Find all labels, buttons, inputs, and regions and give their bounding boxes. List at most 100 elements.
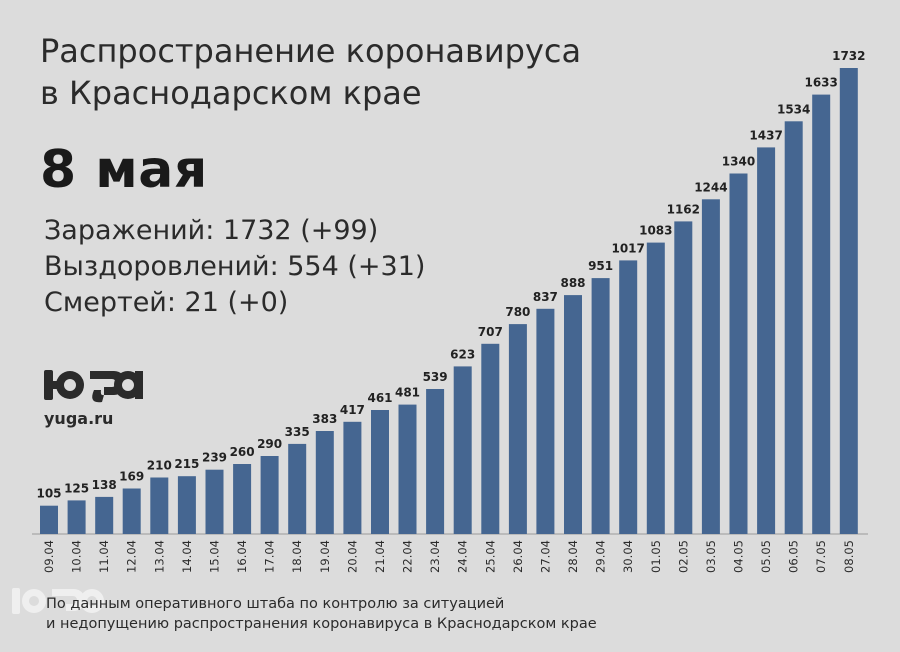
- bar-24.04: [453, 366, 472, 534]
- bar-07.05: [812, 94, 831, 534]
- stats-block: Заражений: 1732 (+99) Выздоровлений: 554…: [44, 213, 425, 321]
- bar-01.05: [646, 242, 665, 534]
- bar-18.04: [288, 443, 307, 534]
- bar-26.04: [508, 324, 527, 534]
- bar-10.04: [67, 500, 86, 534]
- data-label-25.04: 707: [478, 325, 503, 339]
- x-tick-02.05: 02.05: [676, 540, 690, 573]
- data-label-20.04: 417: [340, 403, 365, 417]
- x-tick-23.04: 23.04: [428, 540, 442, 573]
- data-label-03.05: 1244: [694, 180, 727, 194]
- x-tick-01.05: 01.05: [649, 540, 663, 573]
- x-tick-19.04: 19.04: [318, 540, 332, 573]
- x-tick-03.05: 03.05: [704, 540, 718, 573]
- bar-27.04: [536, 308, 555, 534]
- data-label-16.04: 260: [230, 445, 255, 459]
- data-label-17.04: 290: [257, 437, 282, 451]
- bar-03.05: [701, 199, 720, 535]
- bar-23.04: [426, 389, 445, 534]
- x-tick-08.05: 08.05: [842, 540, 856, 573]
- x-tick-29.04: 29.04: [594, 540, 608, 573]
- stat-deaths: Смертей: 21 (+0): [44, 287, 289, 318]
- yuga-logo-icon: [44, 370, 143, 403]
- x-tick-24.04: 24.04: [456, 540, 470, 573]
- data-label-06.05: 1534: [777, 102, 810, 116]
- title-line-1: Распространение коронавируса: [40, 32, 582, 70]
- x-tick-11.04: 11.04: [97, 540, 111, 573]
- data-label-11.04: 138: [92, 478, 117, 492]
- data-label-12.04: 169: [119, 470, 144, 484]
- bar-22.04: [398, 404, 417, 534]
- bar-12.04: [122, 488, 141, 534]
- bar-09.04: [40, 505, 58, 534]
- x-tick-26.04: 26.04: [511, 540, 525, 573]
- x-tick-25.04: 25.04: [483, 540, 497, 573]
- x-tick-09.04: 09.04: [42, 540, 56, 573]
- x-tick-16.04: 16.04: [235, 540, 249, 573]
- bar-08.05: [839, 68, 858, 534]
- x-tick-18.04: 18.04: [290, 540, 304, 573]
- report-date: 8 мая: [40, 140, 208, 200]
- bar-21.04: [371, 410, 389, 534]
- bar-17.04: [260, 456, 279, 534]
- x-tick-10.04: 10.04: [70, 540, 84, 573]
- x-tick-04.05: 04.05: [732, 540, 746, 573]
- x-tick-13.04: 13.04: [152, 540, 166, 573]
- data-label-01.05: 1083: [639, 224, 672, 238]
- x-tick-12.04: 12.04: [125, 540, 139, 573]
- data-label-28.04: 888: [560, 276, 585, 290]
- x-tick-17.04: 17.04: [263, 540, 277, 573]
- x-tick-05.05: 05.05: [759, 540, 773, 573]
- x-tick-15.04: 15.04: [208, 540, 222, 573]
- footnote-line-1: По данным оперативного штаба по контролю…: [46, 596, 505, 612]
- data-label-27.04: 837: [533, 290, 558, 304]
- source-footnote: По данным оперативного штаба по контролю…: [46, 594, 597, 634]
- yuga-watermark-icon: [12, 588, 104, 614]
- data-label-09.04: 105: [36, 487, 61, 501]
- data-label-14.04: 215: [174, 457, 199, 471]
- bar-29.04: [591, 278, 610, 534]
- bar-20.04: [343, 421, 362, 534]
- bar-15.04: [205, 469, 224, 534]
- bar-25.04: [481, 343, 500, 534]
- x-tick-28.04: 28.04: [566, 540, 580, 573]
- bar-30.04: [619, 260, 638, 534]
- data-label-02.05: 1162: [667, 202, 700, 216]
- footnote-line-2: и недопущению распространения коронавиру…: [46, 616, 597, 632]
- data-label-22.04: 481: [395, 386, 420, 400]
- title-line-2: в Краснодарском крае: [40, 74, 422, 112]
- stat-recovered: Выздоровлений: 554 (+31): [44, 251, 426, 282]
- data-label-04.05: 1340: [722, 155, 755, 169]
- data-label-23.04: 539: [423, 370, 448, 384]
- data-label-26.04: 780: [505, 305, 530, 319]
- bar-16.04: [233, 464, 252, 534]
- data-label-15.04: 239: [202, 451, 227, 465]
- logo-site-name: yuga.ru: [44, 409, 114, 428]
- x-tick-27.04: 27.04: [538, 540, 552, 573]
- data-label-29.04: 951: [588, 259, 613, 273]
- data-label-13.04: 210: [147, 459, 172, 473]
- bar-05.05: [757, 147, 776, 534]
- bar-11.04: [95, 496, 114, 534]
- data-label-19.04: 383: [312, 412, 337, 426]
- data-label-07.05: 1633: [804, 76, 837, 90]
- data-label-24.04: 623: [450, 347, 475, 361]
- data-label-21.04: 461: [367, 391, 392, 405]
- data-label-18.04: 335: [285, 425, 310, 439]
- bar-06.05: [784, 121, 803, 535]
- bar-28.04: [564, 295, 582, 534]
- bar-13.04: [150, 477, 169, 534]
- x-tick-14.04: 14.04: [180, 540, 194, 573]
- data-label-30.04: 1017: [611, 241, 644, 255]
- data-label-10.04: 125: [64, 481, 89, 495]
- data-label-08.05: 1732: [832, 49, 865, 63]
- stat-infected: Заражений: 1732 (+99): [44, 215, 379, 246]
- bar-19.04: [315, 431, 334, 534]
- bar-14.04: [177, 476, 196, 534]
- x-tick-30.04: 30.04: [621, 540, 635, 573]
- data-label-05.05: 1437: [749, 128, 782, 142]
- x-tick-21.04: 21.04: [373, 540, 387, 573]
- bar-02.05: [674, 221, 693, 534]
- x-tick-06.05: 06.05: [787, 540, 801, 573]
